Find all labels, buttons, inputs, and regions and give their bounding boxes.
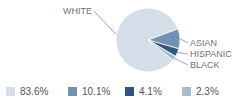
html-text:4.1%: 4.1% — [139, 86, 162, 97]
svg-text:HISPANIC: HISPANIC — [190, 49, 232, 59]
html-text:83.6%: 83.6% — [20, 86, 49, 97]
svg-text:BLACK: BLACK — [190, 60, 220, 70]
svg-text:WHITE: WHITE — [63, 6, 92, 16]
html-text:2.3%: 2.3% — [196, 86, 219, 97]
html-text:10.1%: 10.1% — [82, 86, 111, 97]
svg-text:ASIAN: ASIAN — [190, 38, 217, 48]
